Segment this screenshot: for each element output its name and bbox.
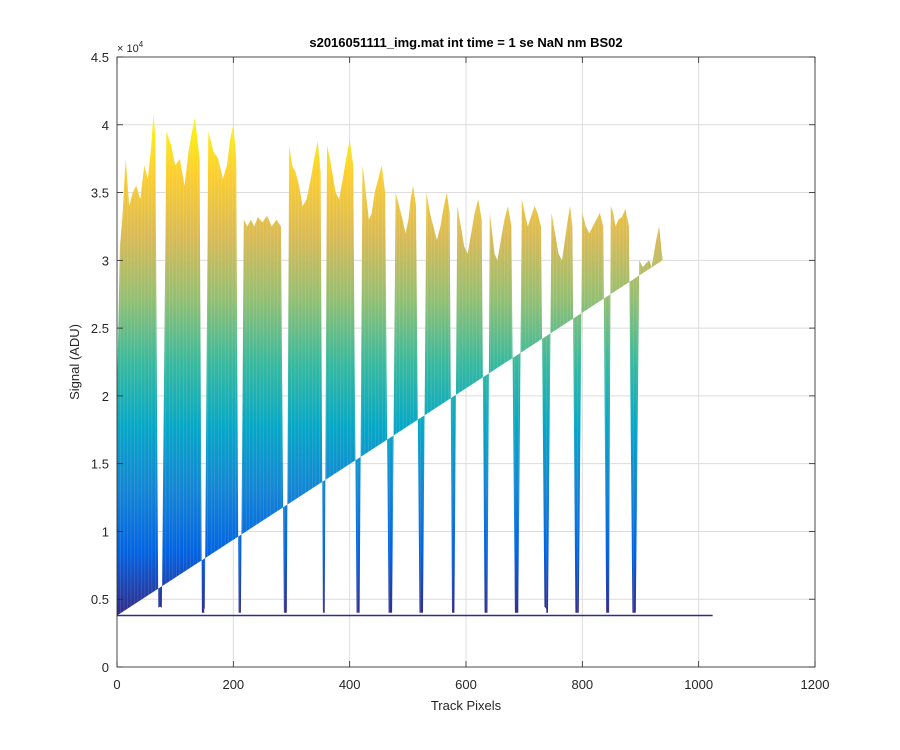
- y-tick-labels: 0 0.5 1 1.5 2 2.5 3 3.5 4 4.5: [91, 50, 109, 675]
- y-tick-label: 4.5: [91, 50, 109, 65]
- gap-notch: [456, 606, 462, 615]
- gap-notch: [373, 606, 379, 615]
- chart-title: s2016051111_img.mat int time = 1 se NaN …: [309, 35, 622, 50]
- gap-notch: [243, 606, 248, 615]
- gap-notch: [670, 606, 675, 615]
- y-tick-label: 2.5: [91, 321, 109, 336]
- y-tick-label: 1.5: [91, 457, 109, 472]
- x-tick-label: 0: [113, 677, 120, 692]
- x-tick-label: 1000: [684, 677, 713, 692]
- gap-notch: [157, 606, 163, 615]
- gap-notch: [627, 606, 632, 615]
- y-tick-label: 3.5: [91, 186, 109, 201]
- y-axis-exponent: × 104: [117, 40, 144, 55]
- y-exponent-power: 4: [139, 40, 144, 49]
- gap-notch: [414, 606, 419, 615]
- y-tick-label: 0: [102, 660, 109, 675]
- x-tick-label: 800: [571, 677, 593, 692]
- gap-notch: [584, 606, 589, 615]
- x-tick-label: 200: [222, 677, 244, 692]
- x-tick-label: 1200: [801, 677, 830, 692]
- y-tick-label: 4: [102, 118, 109, 133]
- y-tick-label: 0.5: [91, 592, 109, 607]
- signal-area: [117, 113, 663, 616]
- y-tick-label: 1: [102, 524, 109, 539]
- gap-notch: [287, 606, 293, 615]
- y-axis-label: Signal (ADU): [67, 324, 82, 400]
- gap-notch: [204, 606, 209, 615]
- y-tick-label: 3: [102, 253, 109, 268]
- tick-marks: [116, 56, 816, 668]
- gap-notch: [499, 606, 504, 615]
- x-tick-label: 400: [339, 677, 361, 692]
- y-tick-label: 2: [102, 389, 109, 404]
- gap-notch: [330, 606, 336, 615]
- x-axis-label: Track Pixels: [431, 698, 502, 713]
- x-tick-labels: 0 200 400 600 800 1000 1200: [113, 677, 829, 692]
- y-exponent-base: × 10: [117, 43, 139, 55]
- gap-notch: [541, 606, 547, 615]
- x-tick-label: 600: [455, 677, 477, 692]
